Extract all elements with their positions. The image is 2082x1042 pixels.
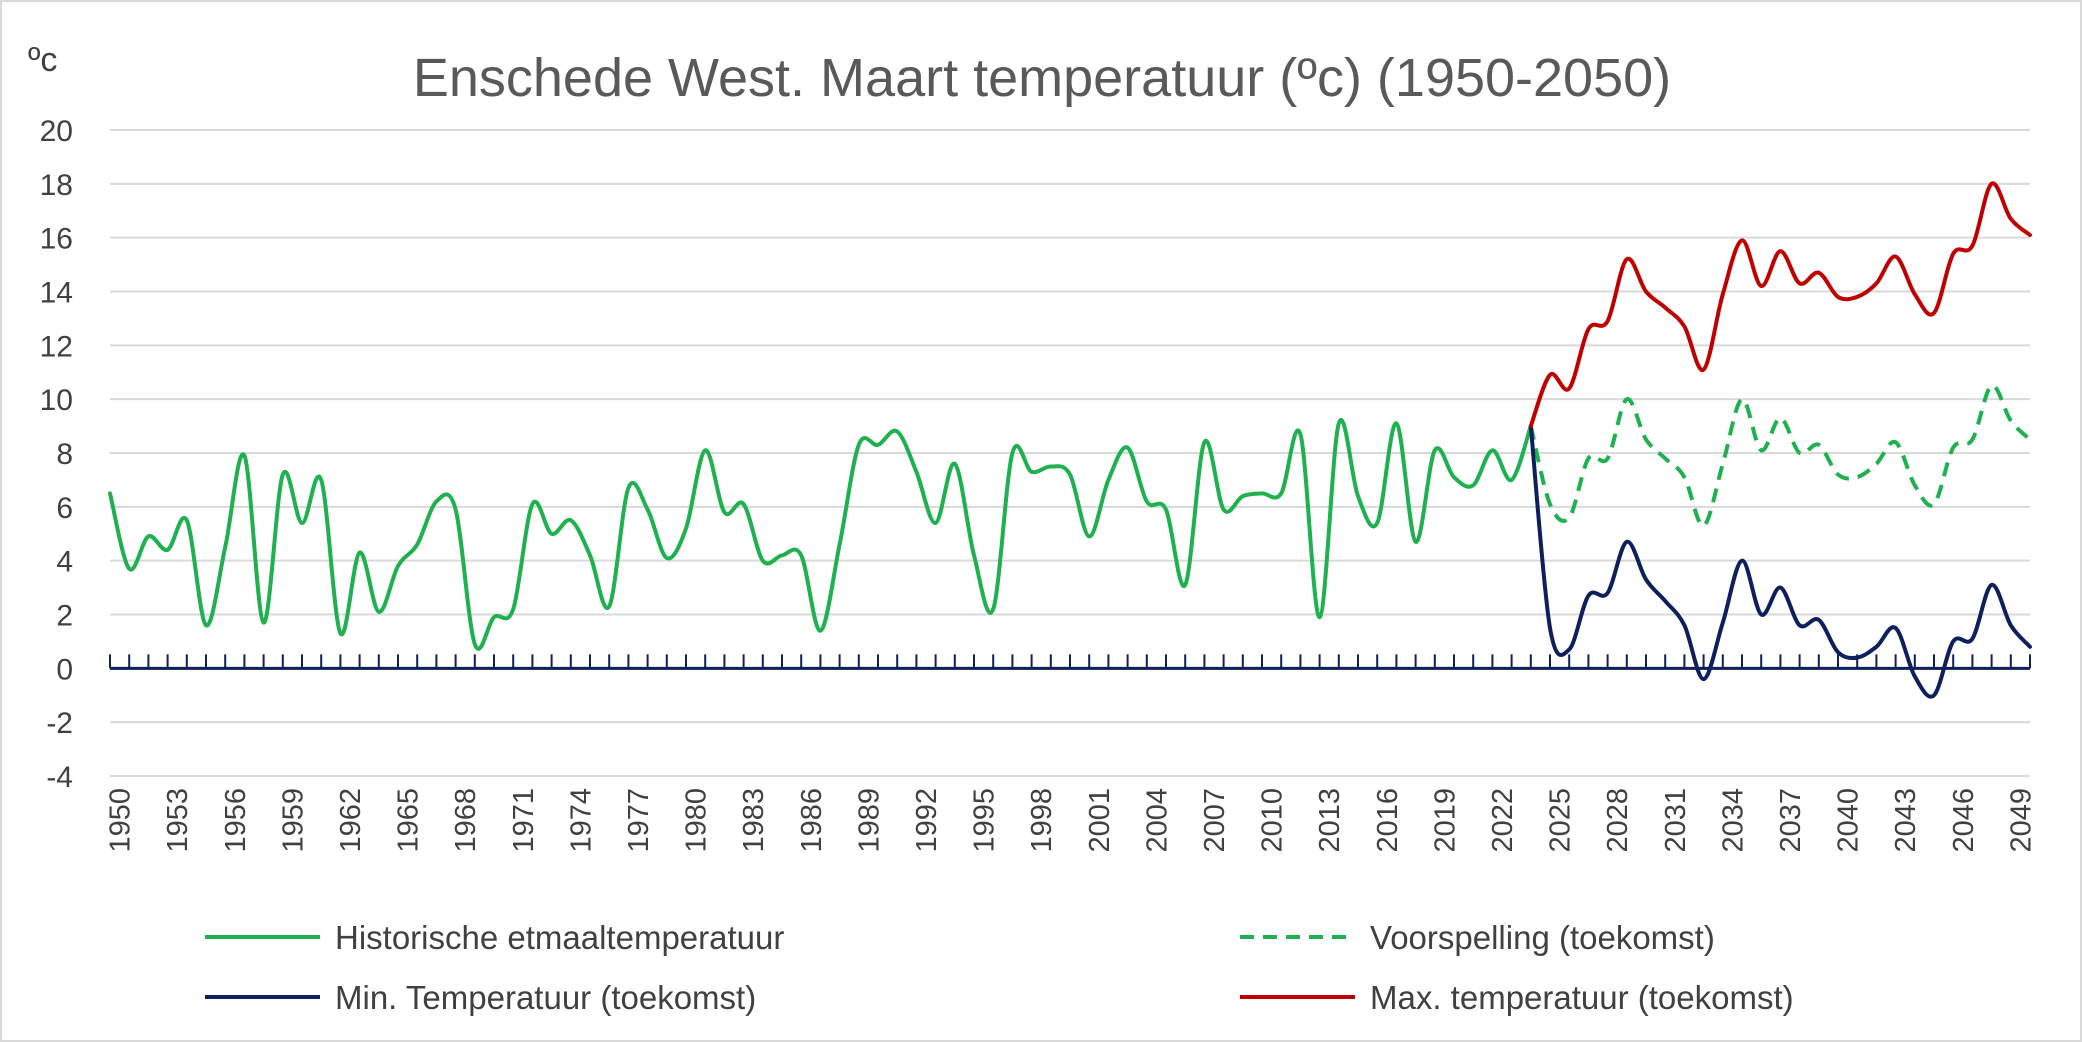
legend-label: Historische etmaaltemperatuur xyxy=(335,919,784,956)
x-tick-label: 1986 xyxy=(796,788,828,853)
x-axis-tick-labels: 1950 1953 1956 1959 1962 1965 1968 1971 1974 1977… xyxy=(105,788,2038,853)
x-tick-label: 1977 xyxy=(623,788,655,853)
x-tick-label: 2028 xyxy=(1602,788,1634,853)
y-unit-label: ºc xyxy=(28,41,57,79)
series-lines xyxy=(108,181,2032,699)
x-tick-label: 1956 xyxy=(220,788,252,853)
x-tick-label: 1980 xyxy=(681,788,713,853)
x-tick-label: 1974 xyxy=(565,788,597,853)
y-tick-label: -4 xyxy=(46,761,73,794)
x-tick-label: 2001 xyxy=(1084,788,1116,853)
series-forecast-line xyxy=(1528,383,2032,528)
x-tick-label: 2022 xyxy=(1487,788,1519,853)
x-tick-label: 2049 xyxy=(2005,788,2037,853)
y-tick-label: 0 xyxy=(56,653,73,686)
x-tick-label: 1998 xyxy=(1026,788,1058,853)
y-tick-label: 20 xyxy=(40,115,73,148)
y-tick-label: 12 xyxy=(40,330,73,363)
x-tick-label: 1950 xyxy=(105,788,137,853)
x-tick-label: 2013 xyxy=(1314,788,1346,853)
series-min-line xyxy=(1528,424,2032,699)
x-tick-label: 2043 xyxy=(1890,788,1922,853)
x-tick-label: 2019 xyxy=(1429,788,1461,853)
legend: Historische etmaaltemperatuur Voorspellin… xyxy=(205,919,1794,1016)
series-historic-line xyxy=(108,418,1533,651)
y-tick-label: -2 xyxy=(46,707,73,740)
x-tick-label: 1968 xyxy=(450,788,482,853)
x-tick-label: 2046 xyxy=(1948,788,1980,853)
x-tick-label: 1959 xyxy=(277,788,309,853)
x-tick-label: 1962 xyxy=(335,788,367,853)
legend-label: Min. Temperatuur (toekomst) xyxy=(335,979,756,1016)
y-tick-label: 14 xyxy=(40,277,73,310)
y-tick-label: 6 xyxy=(56,492,73,525)
x-tick-label: 1995 xyxy=(969,788,1001,853)
x-tick-label: 2037 xyxy=(1775,788,1807,853)
y-tick-label: 2 xyxy=(56,600,73,633)
y-tick-label: 4 xyxy=(56,546,73,579)
series-max-line xyxy=(1528,181,2032,429)
x-tick-label: 1992 xyxy=(911,788,943,853)
chart-title: Enschede West. Maart temperatuur (ºc) (1… xyxy=(413,48,1671,108)
x-tick-label: 2025 xyxy=(1545,788,1577,853)
x-tick-label: 2031 xyxy=(1660,788,1692,853)
x-tick-label: 2016 xyxy=(1372,788,1404,853)
x-tick-label: 2004 xyxy=(1141,788,1173,853)
x-tick-label: 2034 xyxy=(1717,788,1749,853)
y-tick-label: 18 xyxy=(40,169,73,202)
legend-label: Voorspelling (toekomst) xyxy=(1370,919,1715,956)
y-tick-label: 10 xyxy=(40,384,73,417)
x-tick-label: 2010 xyxy=(1257,788,1289,853)
legend-label: Max. temperatuur (toekomst) xyxy=(1370,979,1794,1016)
y-tick-label: 16 xyxy=(40,223,73,256)
x-tick-label: 1965 xyxy=(393,788,425,853)
x-tick-label: 2007 xyxy=(1199,788,1231,853)
x-tick-label: 2040 xyxy=(1833,788,1865,853)
x-tick-label: 1971 xyxy=(508,788,540,853)
y-tick-label: 8 xyxy=(56,438,73,471)
x-tick-label: 1989 xyxy=(853,788,885,853)
x-tick-label: 1983 xyxy=(738,788,770,853)
x-axis xyxy=(109,654,2031,670)
gridlines xyxy=(110,129,2030,777)
x-tick-label: 1953 xyxy=(162,788,194,853)
